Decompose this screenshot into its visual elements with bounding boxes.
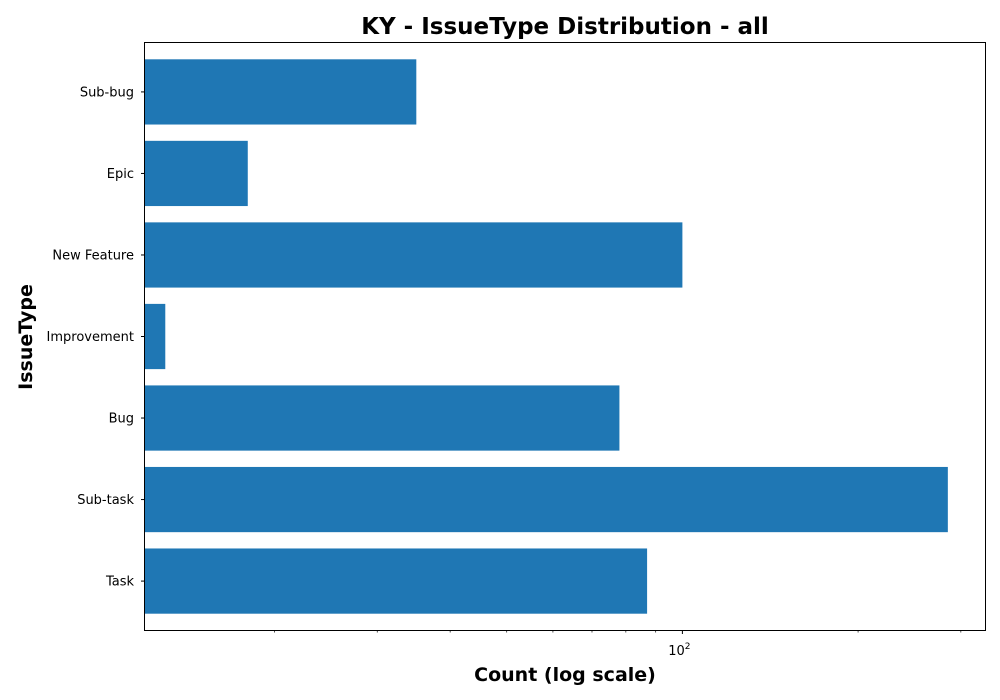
bar-bug bbox=[145, 385, 620, 451]
x-tick-exponent: 2 bbox=[685, 642, 691, 652]
bars-layer bbox=[145, 59, 948, 614]
chart-title: KY - IssueType Distribution - all bbox=[361, 14, 769, 40]
y-tick-label: Sub-bug bbox=[80, 85, 134, 100]
y-tick-label: New Feature bbox=[52, 248, 134, 263]
bar-task bbox=[145, 548, 648, 614]
x-axis-title: Count (log scale) bbox=[474, 664, 656, 686]
x-tick-label: 102 bbox=[668, 642, 690, 659]
x-ticks: 102 bbox=[274, 630, 962, 659]
bar-sub-task bbox=[145, 466, 948, 533]
bar-improvement bbox=[145, 303, 166, 370]
y-tick-label: Sub-task bbox=[77, 493, 134, 508]
y-tick-label: Task bbox=[105, 575, 135, 590]
y-axis-title: IssueType bbox=[15, 284, 37, 390]
bar-epic bbox=[145, 140, 248, 207]
y-tick-label: Bug bbox=[109, 412, 134, 427]
y-tick-label: Improvement bbox=[47, 330, 134, 345]
plot-frame bbox=[144, 42, 986, 631]
y-ticks: Task Sub-task Bug Improvement New Feature Epi… bbox=[47, 85, 145, 590]
bar-sub-bug bbox=[145, 59, 417, 125]
bar-new-feature bbox=[145, 222, 683, 288]
y-tick-label: Epic bbox=[107, 167, 134, 182]
